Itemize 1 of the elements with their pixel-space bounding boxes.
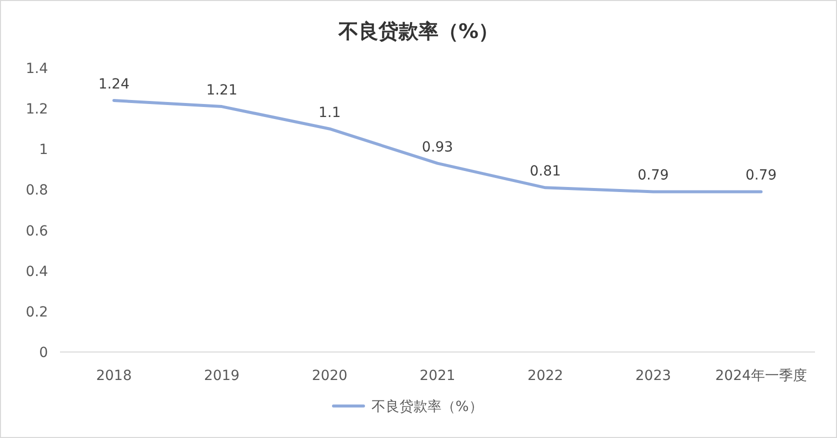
title: 不良贷款率（%）	[338, 19, 499, 43]
